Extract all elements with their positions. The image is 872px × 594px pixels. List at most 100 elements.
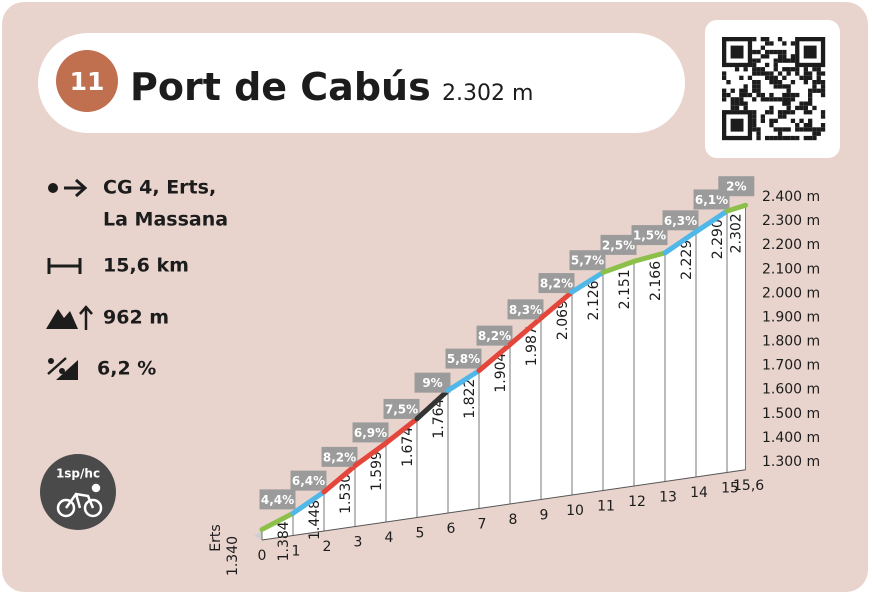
qr-cell [812, 80, 817, 85]
qr-cell [752, 58, 757, 63]
qr-cell [803, 80, 808, 85]
qr-cell [765, 54, 770, 59]
qr-cell [820, 88, 826, 93]
x-tick-label: 0 [258, 548, 267, 564]
qr-cell [743, 92, 748, 98]
qr-cell [765, 62, 770, 68]
qr-cell [795, 123, 800, 128]
qr-cell [786, 97, 791, 102]
elevation-label: 2.126 [586, 280, 602, 320]
gradient-box [662, 210, 699, 231]
qr-cell [790, 135, 796, 141]
qr-cell [782, 101, 787, 106]
qr-cell [734, 105, 740, 111]
qr-cell [803, 75, 808, 80]
x-tick-label: 9 [540, 508, 549, 524]
qr-cell [743, 67, 748, 72]
x-tick-label: 7 [478, 517, 487, 533]
qr-code [722, 37, 826, 141]
y-tick-label: 1.400 m [762, 430, 820, 446]
qr-cell [769, 92, 774, 98]
qr-cell [790, 118, 796, 123]
climb-title: Port de Cabús [130, 65, 431, 109]
qr-cell [773, 97, 778, 102]
qr-cell [812, 131, 817, 136]
qr-cell [777, 80, 783, 85]
profile-area [262, 205, 746, 540]
qr-cell [752, 49, 757, 55]
gradient-box [631, 225, 668, 246]
qr-finder [795, 37, 826, 68]
qr-cell [820, 84, 826, 89]
qr-cell [773, 58, 778, 63]
qr-cell [777, 58, 783, 63]
x-tick-label: 1 [292, 544, 301, 560]
qr-cell [760, 54, 765, 59]
qr-cell [739, 88, 744, 93]
qr-cell [795, 105, 800, 111]
x-tick-label: 13 [659, 490, 677, 506]
y-tick-label: 1.700 m [762, 358, 820, 374]
profile-side [254, 529, 262, 540]
qr-cell [795, 135, 800, 141]
elevation-label: 2.166 [648, 261, 664, 301]
qr-cell [782, 67, 787, 72]
qr-cell [799, 101, 804, 106]
gradient-segment [383, 416, 420, 446]
qr-cell [812, 127, 817, 132]
qr-cell [799, 105, 804, 111]
qr-cell [756, 71, 761, 76]
qr-cell [752, 114, 757, 119]
elevation-label: 1.340 [225, 536, 241, 576]
qr-cell [773, 135, 778, 141]
qr-cell [752, 67, 757, 72]
qr-cell [752, 88, 757, 93]
qr-cell [782, 92, 787, 98]
gradient-label: 6,4% [292, 474, 325, 488]
qr-cell [820, 127, 826, 132]
elevation-label: 1.448 [307, 500, 323, 540]
qr-cell [747, 92, 753, 98]
qr-cell [773, 67, 778, 72]
x-tick-label: 15,6 [733, 478, 764, 494]
qr-finder [722, 110, 753, 141]
qr-cell [777, 49, 783, 55]
y-tick-label: 2.100 m [762, 261, 820, 277]
elevation-label: 2.069 [555, 300, 571, 340]
qr-cell [722, 92, 727, 98]
qr-cell [795, 127, 800, 132]
start-icon [48, 178, 88, 198]
qr-cell [786, 135, 791, 141]
qr-cell [722, 97, 727, 102]
gradient-label: 2% [726, 180, 746, 194]
qr-cell [808, 135, 813, 141]
elevation-label: 2.290 [710, 219, 726, 259]
qr-cell [786, 101, 791, 106]
gradient-box [259, 489, 296, 510]
start-line: CG 4, Erts, [103, 177, 216, 199]
category-badge [40, 454, 116, 530]
qr-cell [760, 37, 765, 42]
gradient-label: 9% [422, 376, 442, 390]
qr-cell [760, 97, 765, 102]
qr-cell [773, 127, 778, 132]
qr-cell [812, 67, 817, 72]
qr-cell [734, 97, 740, 102]
qr-cell [790, 41, 796, 46]
qr-cell [747, 75, 753, 80]
gradient-box [321, 446, 358, 467]
gradient-segment [259, 510, 296, 532]
qr-cell [752, 84, 757, 89]
gradient-box [569, 250, 606, 271]
qr-cell [820, 80, 826, 85]
qr-cell [790, 110, 796, 115]
qr-cell [752, 37, 757, 42]
qr-cell [812, 88, 817, 93]
qr-cell [769, 105, 774, 111]
qr-cell [765, 49, 770, 55]
qr-cell [756, 131, 761, 136]
gradient-box [290, 470, 327, 491]
x-tick-label: 3 [354, 535, 363, 551]
qr-cell [734, 101, 740, 106]
qr-cell [808, 127, 813, 132]
